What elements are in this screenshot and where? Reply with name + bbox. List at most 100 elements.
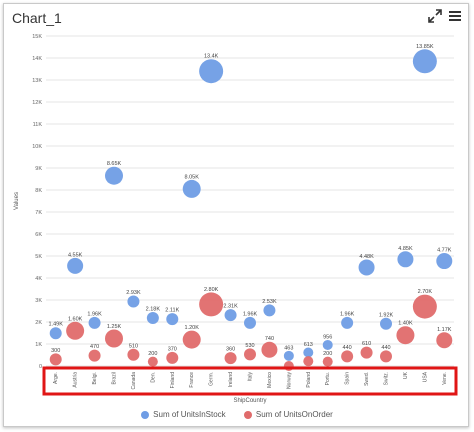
point-units-in-stock — [166, 313, 179, 326]
x-tick-label: Swed. — [364, 372, 370, 386]
y-tick-label: 11K — [33, 122, 43, 128]
x-tick-label: Poland — [306, 372, 312, 388]
legend-item-units-in-stock[interactable]: Sum of UnitsInStock — [141, 410, 226, 419]
point-units-in-stock — [105, 166, 123, 185]
data-label-units-in-stock: 4.55K — [68, 252, 83, 258]
data-label-units-on-order: 300 — [51, 348, 60, 354]
x-tick-label: Finland — [170, 372, 176, 389]
data-label-units-on-order: 1.20K — [185, 325, 200, 331]
menu-icon[interactable] — [447, 8, 463, 24]
x-axis-label: ShipCountry — [233, 398, 266, 404]
y-tick-label: 7K — [35, 210, 42, 216]
x-tick-label: Germ. — [209, 372, 215, 386]
y-tick-label: 12K — [32, 100, 42, 106]
data-label-units-in-stock: 8.05K — [185, 174, 200, 180]
x-tick-label: Ireland — [228, 372, 234, 388]
data-label-units-in-stock: 1.92K — [379, 312, 394, 318]
data-label-units-on-order: 510 — [129, 343, 138, 349]
data-label-units-on-order: 610 — [362, 341, 371, 347]
point-units-on-order — [360, 346, 373, 359]
data-label-units-in-stock: 2.93K — [126, 290, 141, 296]
x-tick-label: Mexico — [267, 372, 273, 388]
point-units-in-stock — [263, 304, 276, 317]
data-label-units-in-stock: 2.31K — [223, 304, 238, 310]
legend-item-units-on-order[interactable]: Sum of UnitsOnOrder — [243, 410, 333, 419]
point-units-in-stock — [244, 316, 256, 329]
data-label-units-on-order: 2.80K — [204, 287, 219, 293]
data-label-units-in-stock: 4.77K — [437, 248, 452, 254]
data-label-units-on-order: 1.60K — [68, 316, 83, 322]
legend-label-units-on-order: Sum of UnitsOnOrder — [255, 410, 333, 419]
data-label-units-in-stock: 4.48K — [359, 254, 374, 260]
point-units-on-order — [244, 348, 256, 361]
data-label-units-on-order: 1.25K — [107, 324, 122, 330]
point-units-in-stock — [224, 309, 237, 322]
x-tick-label: France — [189, 372, 195, 388]
chart-panel: Chart_1 0 1K 2K 3K 4K 5K 6K 7K 8K 9K 10K 11K 12K 13K 1… — [3, 3, 469, 427]
point-units-in-stock — [341, 316, 354, 329]
x-tick-label: Arge. — [53, 372, 59, 384]
y-tick-label: 3K — [35, 298, 42, 304]
legend-label-units-in-stock: Sum of UnitsInStock — [153, 410, 226, 419]
data-label-units-on-order: 2.70K — [418, 289, 433, 295]
data-label-units-on-order: 530 — [245, 343, 254, 349]
x-tick-label: Austria — [73, 372, 79, 388]
point-units-on-order — [49, 353, 62, 366]
point-units-in-stock — [322, 339, 333, 350]
data-label-units-in-stock: 956 — [323, 334, 332, 340]
point-units-in-stock — [283, 350, 294, 361]
data-label-units-in-stock: 1.96K — [87, 311, 102, 317]
data-label-units-on-order: 370 — [168, 346, 177, 352]
x-tick-label: Vene. — [442, 372, 448, 385]
data-label-units-in-stock: 13.4K — [204, 54, 219, 60]
y-tick-label: 10K — [32, 144, 42, 150]
y-tick-label: 9K — [35, 166, 42, 172]
point-units-in-stock — [88, 316, 101, 329]
y-tick-label: 14K — [32, 56, 42, 62]
point-units-on-order — [380, 350, 392, 363]
legend-swatch-units-in-stock — [141, 410, 150, 419]
point-units-in-stock — [146, 312, 159, 325]
data-label-units-in-stock: 2.18K — [146, 307, 161, 313]
expand-icon[interactable] — [427, 8, 443, 24]
highlight-box — [42, 366, 458, 396]
y-tick-label: 6K — [35, 232, 42, 238]
point-units-in-stock — [49, 327, 62, 340]
y-tick-label: 4K — [35, 276, 42, 282]
x-tick-label: Italy — [248, 372, 254, 382]
data-label-units-in-stock: 613 — [304, 342, 313, 348]
data-label-units-on-order: 1.17K — [437, 327, 452, 333]
point-units-on-order — [199, 292, 224, 317]
point-units-in-stock — [127, 295, 140, 308]
data-label-units-in-stock: 13.85K — [416, 44, 434, 50]
x-tick-label: Canada — [131, 372, 137, 390]
point-units-in-stock — [436, 253, 453, 270]
point-units-on-order — [88, 349, 101, 362]
point-units-in-stock — [199, 59, 224, 84]
x-tick-label: UK — [403, 371, 409, 379]
point-units-on-order — [261, 341, 278, 358]
point-units-on-order — [303, 356, 314, 367]
x-tick-label: Den. — [150, 372, 156, 383]
point-units-on-order — [436, 332, 453, 349]
point-units-on-order — [66, 321, 85, 340]
x-tick-label: USA — [422, 371, 428, 382]
data-label-units-in-stock: 1.96K — [243, 311, 258, 317]
data-label-units-on-order: 740 — [265, 336, 274, 342]
x-tick-label: Belgi. — [92, 372, 98, 385]
chart-title: Chart_1 — [12, 10, 62, 26]
point-units-in-stock — [412, 49, 437, 74]
data-label-units-on-order: 440 — [343, 345, 352, 351]
y-axis-label: Values — [14, 192, 20, 210]
x-tick-label: Brazil — [112, 372, 118, 385]
data-label-units-on-order: 200 — [148, 351, 157, 357]
y-tick-label: 15K — [32, 34, 42, 40]
data-label-units-in-stock: 2.11K — [165, 308, 179, 314]
bubble-chart: 0 1K 2K 3K 4K 5K 6K 7K 8K 9K 10K 11K 12K 13K 14K 15K Val… — [14, 34, 458, 404]
y-tick-label: 5K — [35, 254, 42, 260]
x-tick-label: Norway — [286, 372, 292, 389]
point-units-on-order — [182, 330, 201, 349]
data-label-units-in-stock: 4.85K — [398, 246, 413, 252]
point-units-on-order — [127, 348, 140, 361]
data-label-units-on-order: 360 — [226, 347, 235, 353]
